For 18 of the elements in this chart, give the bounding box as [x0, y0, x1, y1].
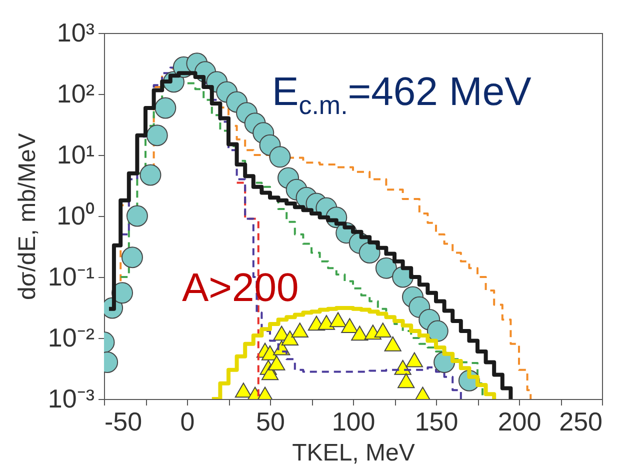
x-tick-label: 100	[332, 406, 376, 436]
y-tick-label: 10⁻³	[48, 384, 95, 414]
annotation: E$_{c.m.}$=462 MeV	[272, 70, 532, 120]
x-tick-label: -50	[104, 406, 142, 436]
y-tick-label: 10¹	[56, 140, 95, 170]
y-tick-label: 10⁻¹	[48, 262, 95, 292]
x-tick-label: 0	[180, 406, 195, 436]
y-tick-label: 10⁰	[56, 200, 94, 230]
x-tick-label: 200	[498, 406, 542, 436]
annotation: A>200	[182, 266, 299, 310]
y-tick-label: 10²	[56, 78, 95, 108]
y-axis-title: dσ/dE, mb/MeV	[14, 133, 41, 300]
x-axis-title: TKEL, MeV	[292, 440, 415, 466]
y-tick-label: 10⁻²	[48, 322, 95, 352]
x-tick-label: 250	[559, 406, 602, 436]
x-tick-label: 50	[256, 406, 285, 436]
x-tick-label: 150	[414, 406, 458, 436]
y-tick-label: 10³	[56, 18, 95, 48]
